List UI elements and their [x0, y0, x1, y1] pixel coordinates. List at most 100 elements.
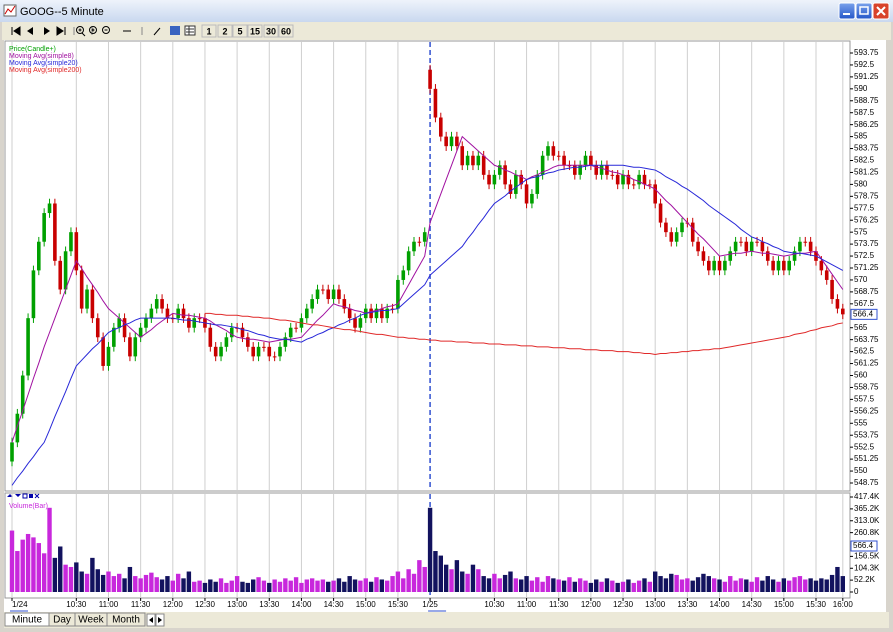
x-tick-label: 14:00	[710, 600, 731, 609]
period-button[interactable]	[263, 24, 279, 38]
volume-bar	[792, 577, 797, 592]
volume-bar	[379, 579, 385, 592]
tab-label[interactable]: Day	[53, 615, 71, 626]
period-label[interactable]: 30	[266, 26, 276, 36]
candle-body	[26, 318, 30, 376]
candle-body	[90, 289, 95, 319]
volume-bar	[267, 582, 272, 592]
volume-bar	[197, 580, 202, 592]
candle-body	[95, 318, 100, 338]
volume-bar	[401, 578, 406, 592]
candle-body	[224, 337, 229, 347]
volume-bar	[620, 581, 626, 592]
volume-bar	[476, 569, 481, 592]
candle-body	[503, 165, 507, 185]
volume-bar	[749, 581, 754, 592]
candle-body	[642, 174, 647, 185]
y-tick-label: 560	[854, 371, 868, 380]
tab-label[interactable]: Week	[78, 615, 104, 626]
volume-bar	[443, 564, 449, 592]
period-button[interactable]	[278, 24, 294, 38]
candle-body	[739, 241, 743, 243]
maximize-button[interactable]	[855, 2, 873, 20]
candle-body	[197, 318, 202, 320]
close-button[interactable]	[872, 2, 890, 20]
volume-bar	[583, 580, 588, 592]
candle-body	[310, 299, 314, 309]
moving-average-line	[204, 312, 843, 355]
volume-bar	[492, 573, 497, 592]
tab-label[interactable]: Minute	[12, 615, 42, 626]
volume-bar	[433, 551, 438, 592]
tool-icons[interactable]	[170, 25, 196, 36]
tab-scroll[interactable]	[146, 613, 165, 627]
volume-bar	[240, 581, 245, 592]
volume-bar	[502, 574, 508, 592]
period-label[interactable]: 5	[237, 26, 242, 36]
minimize-button[interactable]	[838, 2, 856, 20]
volume-bar	[744, 579, 749, 592]
zoom-buttons[interactable]	[76, 26, 161, 37]
candle-body	[79, 270, 84, 309]
candle-body	[69, 232, 73, 252]
candle-body	[792, 251, 797, 261]
candle-body	[321, 289, 325, 291]
volume-bar	[272, 579, 277, 592]
y-tick-label: 156.5K	[854, 551, 880, 560]
candle-body	[690, 222, 695, 242]
volume-bar	[610, 580, 615, 592]
candle-body	[128, 337, 132, 357]
candle-body	[122, 318, 127, 338]
volume-bar	[342, 581, 347, 592]
nav-buttons[interactable]	[11, 26, 143, 36]
candle-body	[749, 241, 754, 252]
volume-bar	[68, 566, 74, 592]
candle-body	[20, 375, 25, 414]
candle-body	[562, 155, 566, 166]
y-tick-label: 562.5	[854, 347, 875, 356]
period-label[interactable]: 2	[222, 26, 227, 36]
volume-bar	[535, 577, 540, 592]
x-tick-label: 13:30	[677, 600, 698, 609]
volume-bar	[797, 576, 803, 592]
period-buttons[interactable]: 1 2 5 15 30 60	[201, 24, 294, 38]
candle-body	[358, 318, 363, 328]
candle-body	[808, 241, 813, 252]
period-label[interactable]: 15	[250, 26, 260, 36]
volume-bar	[663, 578, 669, 592]
volume-bar	[615, 582, 620, 592]
x-tick-label: 13:30	[259, 600, 280, 609]
volume-bar	[695, 577, 701, 592]
volume-bar	[288, 580, 293, 592]
candle-body	[460, 146, 465, 166]
candle-body	[471, 155, 475, 166]
y-tick-label: 0	[854, 587, 859, 596]
pane-controls[interactable]	[7, 493, 40, 499]
volume-bar	[417, 560, 422, 592]
volume-bar	[647, 581, 653, 592]
tab[interactable]	[106, 612, 146, 627]
x-tick-label: 1/25	[422, 600, 438, 609]
volume-bar	[90, 557, 95, 592]
period-button[interactable]	[201, 24, 217, 38]
period-button[interactable]	[232, 24, 248, 38]
candle-body	[626, 174, 631, 185]
volume-bar	[154, 577, 159, 592]
volume-bar	[706, 576, 711, 592]
candle-body	[497, 165, 502, 175]
volume-bar	[411, 573, 417, 592]
candle-body	[401, 270, 406, 280]
period-label[interactable]: 60	[281, 26, 291, 36]
period-button[interactable]	[217, 24, 233, 38]
period-button[interactable]	[247, 24, 263, 38]
period-label[interactable]: 1	[206, 26, 211, 36]
candle-body	[760, 241, 765, 252]
volume-bar	[20, 539, 25, 592]
last-price-box	[850, 308, 878, 320]
y-tick-label: 591.25	[854, 72, 879, 81]
candle-body	[385, 308, 389, 319]
candle-body	[631, 184, 636, 186]
volume-bar	[701, 573, 706, 592]
tab-label[interactable]: Month	[112, 615, 140, 626]
volume-bar	[685, 578, 690, 592]
